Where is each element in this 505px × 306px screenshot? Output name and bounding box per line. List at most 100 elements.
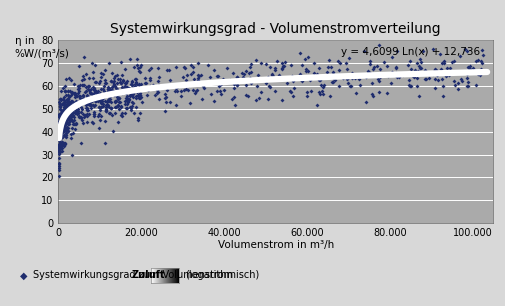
Point [233,75,241,80]
Point [440,74,448,79]
Point [271,65,279,70]
Point [408,73,416,78]
Point [56,132,64,137]
Point [367,80,375,85]
Point [414,94,422,99]
Point [59,96,67,101]
Point [106,87,114,92]
Point [90,110,98,115]
Point [460,70,468,75]
Point [71,91,79,96]
Point [91,102,99,107]
Point [351,91,359,95]
Point [64,97,72,102]
Point [453,81,461,86]
Point [153,91,161,95]
Point [138,99,146,104]
Point [94,125,103,130]
Point [101,140,109,145]
Point [60,123,68,128]
Point [81,90,89,95]
Point [74,100,82,105]
Point [375,66,383,71]
Point [184,88,192,92]
Point [148,84,157,89]
Point [373,76,381,81]
Point [104,97,112,102]
Point [86,90,94,95]
Point [179,74,187,79]
Point [361,99,369,104]
Point [73,91,81,96]
Point [252,97,260,102]
Point [264,84,272,89]
Point [136,110,144,115]
Point [162,99,170,104]
Point [473,58,481,62]
Point [438,84,446,88]
Point [216,89,224,94]
Point [55,114,63,119]
Point [56,144,64,149]
Point [56,120,64,125]
Point [458,79,466,84]
Point [108,71,116,76]
Point [89,75,97,80]
Point [127,80,135,84]
Point [117,59,125,64]
Point [102,109,110,114]
Point [55,125,63,130]
Point [109,129,117,134]
Point [82,119,90,124]
Point [55,138,63,143]
Point [129,86,137,91]
Point [62,109,70,114]
Point [462,75,470,80]
Point [102,106,110,111]
Point [463,72,471,77]
Point [57,112,65,117]
Point [119,77,127,82]
Point [124,89,132,94]
Point [57,124,65,129]
Point [81,85,89,90]
Point [280,75,288,80]
Point [58,121,66,126]
Point [123,78,131,83]
Point [96,118,104,123]
Point [61,118,69,123]
Point [57,98,65,103]
Point [55,127,63,132]
Point [136,91,144,95]
Point [463,84,471,89]
Point [61,128,69,133]
Point [58,129,66,134]
Point [91,79,99,84]
Point [95,95,104,100]
Point [57,130,65,135]
Point [374,42,382,47]
Point [70,118,78,123]
Point [87,90,95,95]
Point [84,84,92,89]
Point [104,87,112,92]
Point [61,99,69,104]
Point [127,105,135,110]
Point [121,111,129,116]
Point [136,93,144,98]
Point [59,109,67,114]
Point [60,114,68,119]
Point [78,77,86,82]
Point [56,149,64,154]
Point [303,69,311,74]
Point [56,146,64,151]
Point [122,90,130,95]
Point [395,72,403,76]
Point [333,59,341,64]
Point [227,96,235,101]
Point [102,105,110,110]
Point [67,125,75,130]
Point [64,101,72,106]
Point [58,129,66,134]
Point [123,97,131,102]
